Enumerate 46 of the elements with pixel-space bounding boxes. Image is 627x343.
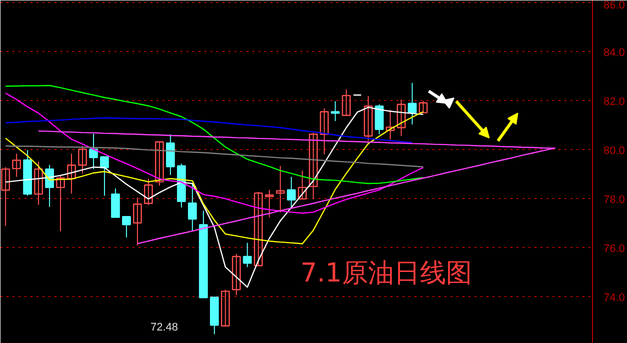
candlestick — [122, 216, 131, 238]
candlestick — [386, 109, 395, 140]
candlestick — [242, 242, 252, 268]
candlestick — [330, 100, 340, 122]
line-series — [4, 84, 424, 184]
candlestick — [154, 141, 164, 186]
line-series — [4, 145, 424, 168]
candlestick — [286, 176, 296, 208]
candlestick — [12, 153, 21, 178]
candlestick — [264, 189, 274, 218]
candlestick — [78, 146, 87, 174]
candlestick — [254, 191, 263, 266]
line-series — [4, 111, 424, 244]
y-tick-label: 76.0 — [604, 242, 625, 255]
text: 7.1原油日线图 — [300, 258, 472, 288]
y-tick-label: 86.0 — [604, 0, 625, 12]
annotation: 72.48 — [150, 322, 178, 334]
y-tick-label: 78.0 — [604, 194, 625, 206]
candlestick — [364, 96, 373, 142]
candlestick — [374, 104, 384, 135]
candlestick — [396, 98, 406, 136]
y-tick-label: 74.0 — [604, 292, 625, 304]
candlestick — [418, 100, 428, 114]
candlestick — [34, 161, 43, 206]
candlestick — [188, 183, 197, 232]
candlestick — [133, 196, 142, 246]
y-tick-label: 80.0 — [604, 144, 625, 157]
candlestick — [276, 165, 285, 213]
candlestick — [67, 153, 76, 194]
candlestick — [342, 88, 351, 116]
y-tick-label: 84.0 — [604, 46, 625, 59]
candlestick — [111, 188, 120, 218]
candlestick — [408, 82, 417, 125]
line-series — [4, 92, 424, 214]
candlestick — [89, 133, 98, 170]
candlestick — [100, 156, 109, 196]
candlestick — [232, 253, 241, 296]
candlestick — [220, 289, 230, 327]
candlestick — [1, 166, 10, 226]
y-tick-label: 82.0 — [604, 96, 625, 108]
candlestick — [56, 175, 65, 232]
candlestick — [298, 170, 307, 200]
candlestick — [166, 134, 175, 176]
candlestick — [320, 108, 329, 155]
candlestick — [144, 178, 153, 206]
candlestick — [308, 132, 318, 200]
